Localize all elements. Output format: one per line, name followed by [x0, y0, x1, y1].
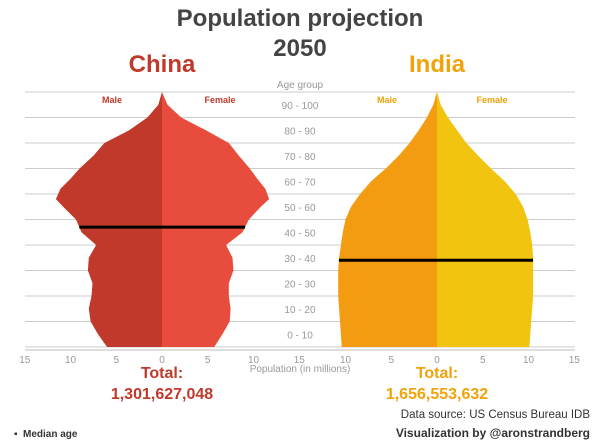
age-group-label: 80 - 90: [284, 126, 316, 137]
age-group-label: 90 - 100: [282, 101, 319, 112]
x-tick-label: 10: [523, 355, 535, 366]
chart-title: Population projection: [177, 5, 424, 32]
median-lines: [79, 225, 534, 262]
india-title: India: [409, 51, 466, 78]
china-female-population: [162, 92, 270, 347]
x-tick-label: 15: [294, 355, 306, 366]
age-group-label: 20 - 30: [284, 279, 316, 290]
x-tick-label: 10: [65, 355, 77, 366]
x-tick-label: 10: [340, 355, 352, 366]
legend-marker-icon: ▪: [14, 429, 18, 440]
age-axis: 0 - 10 10 - 20 20 - 30 30 - 40 40 - 50 50 - 6…: [282, 101, 319, 341]
china-female-label: Female: [204, 95, 235, 105]
data-source: Data source: US Census Bureau IDB: [401, 409, 591, 421]
x-tick-label: 5: [480, 355, 486, 366]
x-tick-label: 5: [205, 355, 211, 366]
age-group-label: 0 - 10: [287, 330, 313, 341]
india-total-label: Total:: [416, 365, 458, 382]
india-male-population: [338, 92, 437, 347]
pyramid-bars: [55, 92, 534, 347]
x-tick-label: 5: [389, 355, 395, 366]
age-group-label: 10 - 20: [284, 305, 316, 316]
legend-median-age: Median age: [23, 429, 78, 440]
age-group-label: 30 - 40: [284, 254, 316, 265]
age-axis-title: Age group: [277, 80, 324, 91]
chart-subtitle: 2050: [273, 35, 326, 62]
x-tick-label: 0: [434, 355, 440, 366]
china-total-value: 1,301,627,048: [111, 386, 213, 403]
age-group-label: 40 - 50: [284, 228, 316, 239]
age-group-label: 50 - 60: [284, 203, 316, 214]
india-female-population: [437, 92, 534, 347]
x-axis: 15 10 5 0 5 10 15 10 5 0 5 10 15: [19, 355, 580, 366]
china-title: China: [129, 51, 196, 78]
x-tick-label: 10: [248, 355, 260, 366]
china-total-label: Total:: [141, 365, 183, 382]
india-female-label: Female: [476, 95, 507, 105]
x-tick-label: 15: [569, 355, 581, 366]
credit: Visualization by @aronstrandberg: [396, 426, 590, 440]
india-male-label: Male: [377, 95, 397, 105]
x-tick-label: 15: [19, 355, 31, 366]
x-tick-label: 0: [159, 355, 165, 366]
x-axis-title: Population (in millions): [250, 364, 351, 375]
age-group-label: 70 - 80: [284, 152, 316, 163]
india-total-value: 1,656,553,632: [386, 386, 488, 403]
x-tick-label: 5: [114, 355, 120, 366]
china-male-population: [55, 92, 162, 347]
age-group-label: 60 - 70: [284, 177, 316, 188]
china-male-label: Male: [102, 95, 122, 105]
